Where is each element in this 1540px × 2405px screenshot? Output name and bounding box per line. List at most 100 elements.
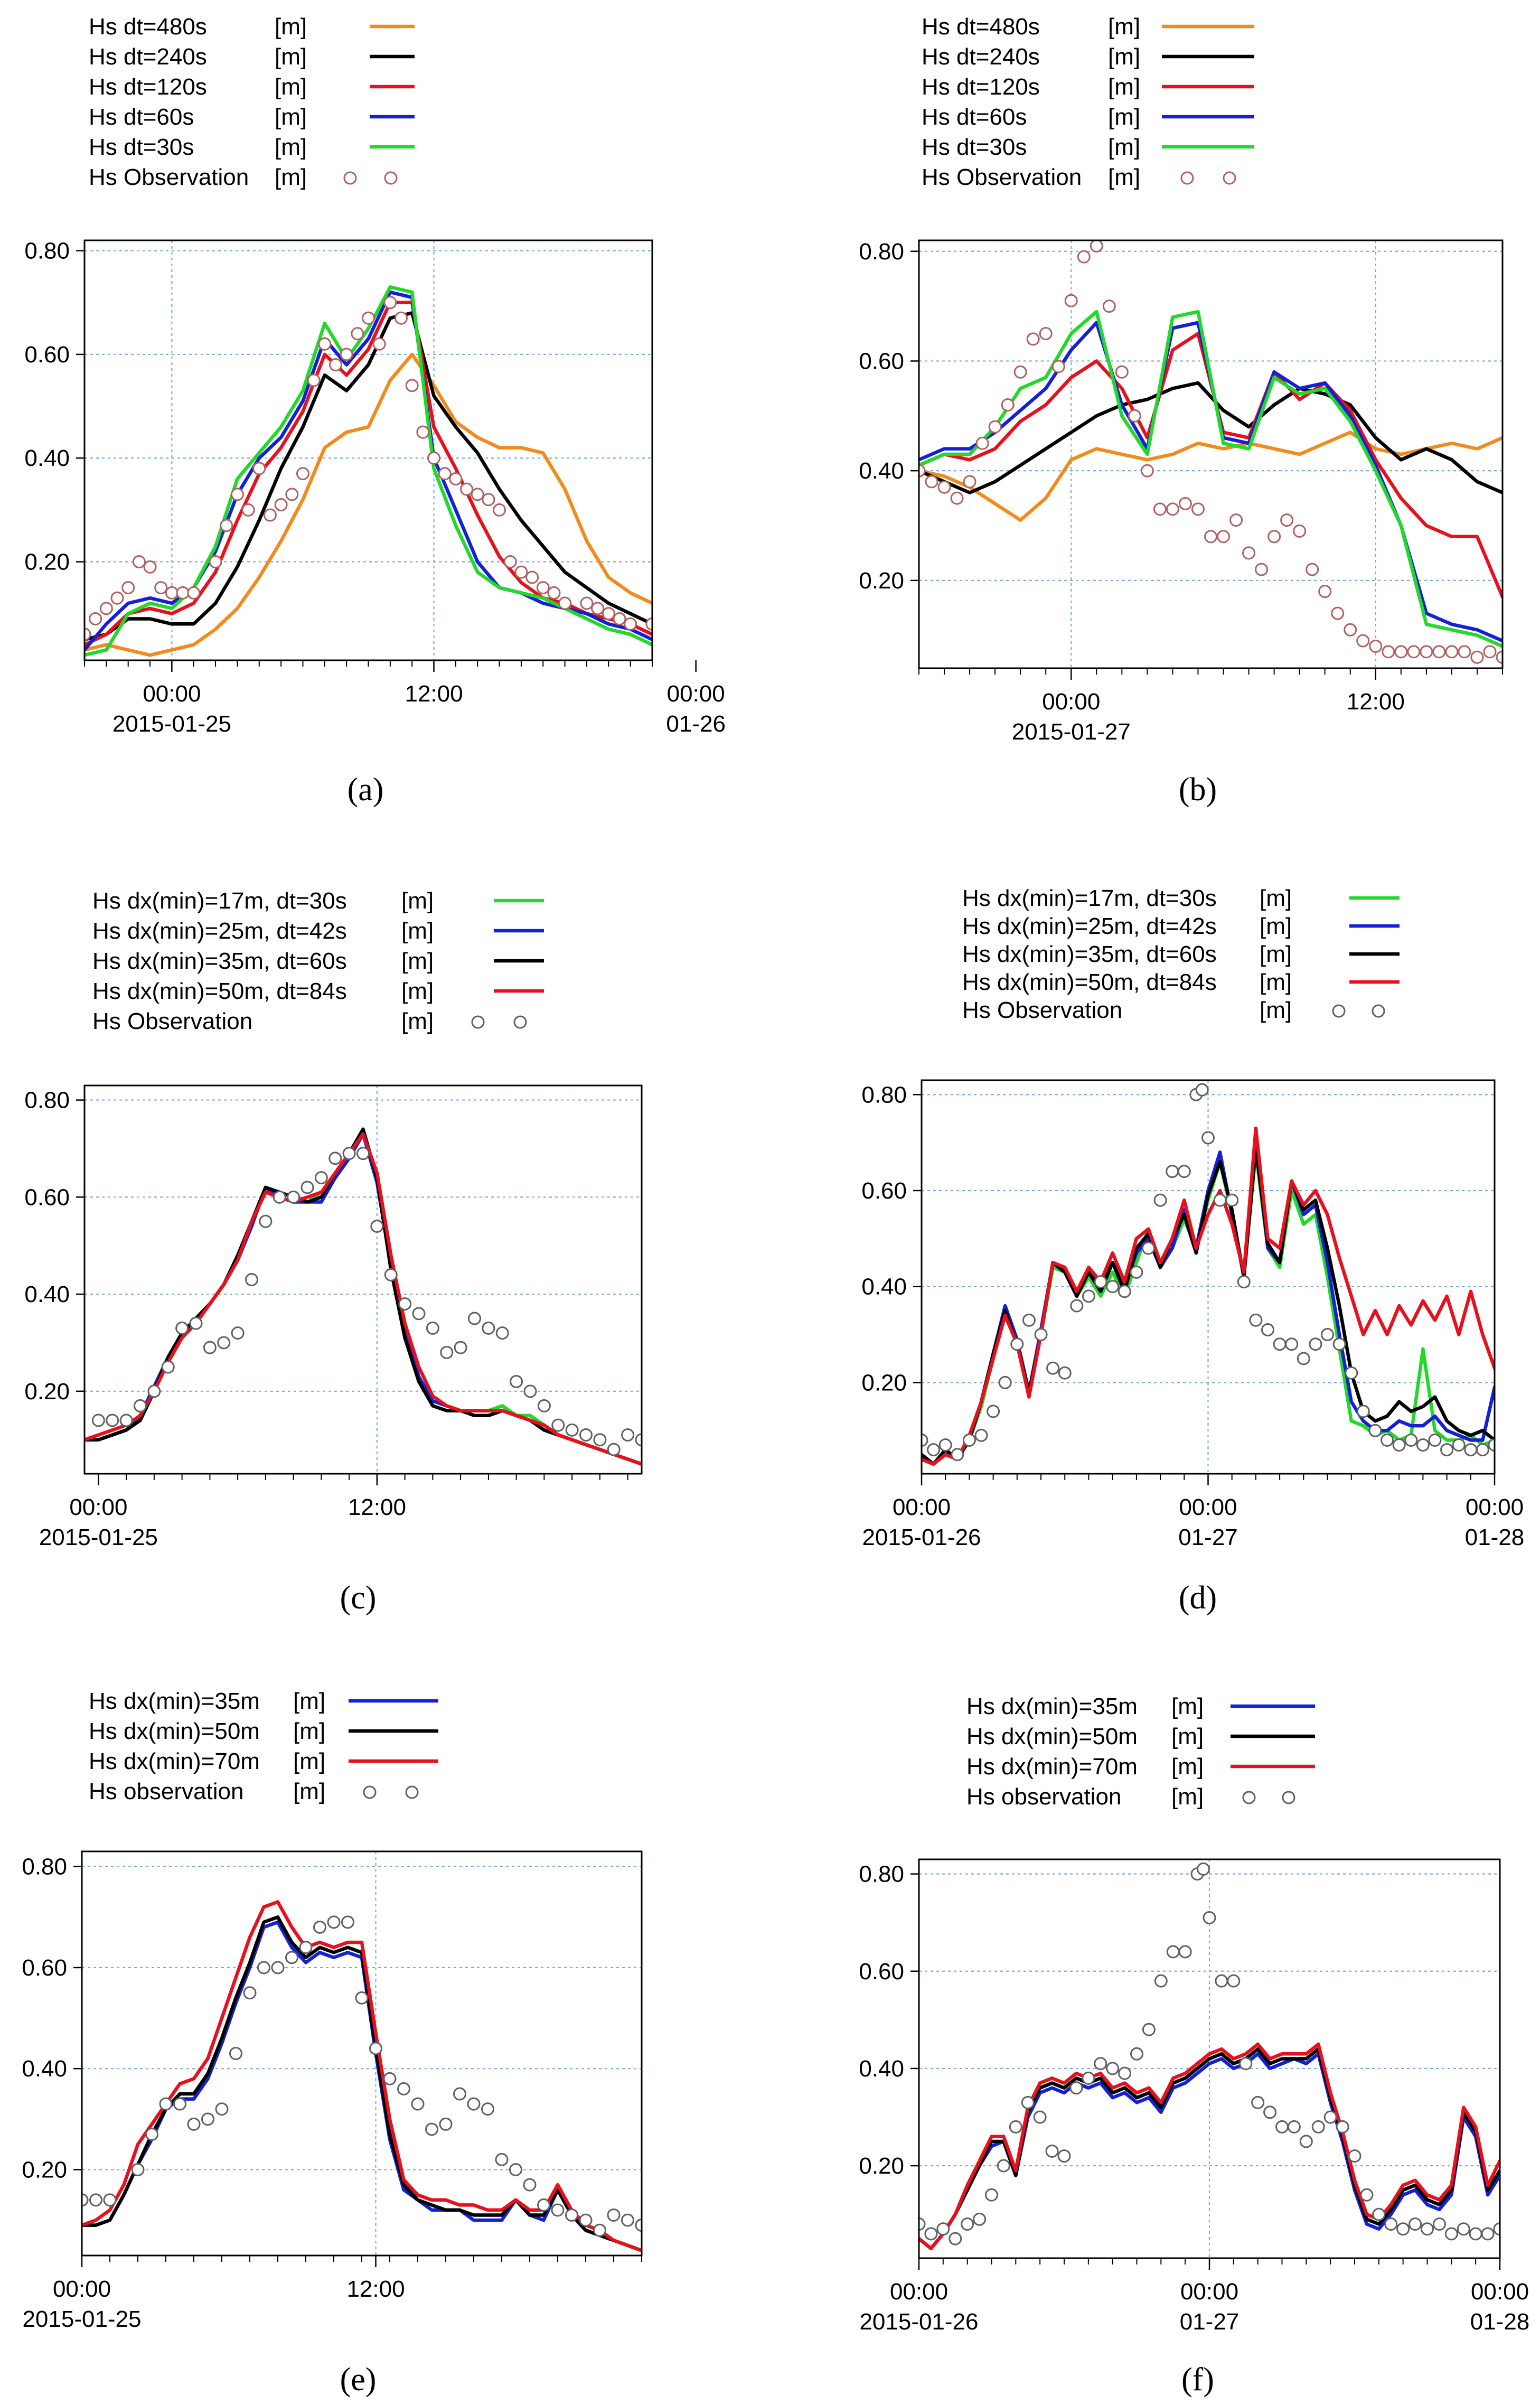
observation-marker: [1421, 2222, 1434, 2236]
observation-marker: [1082, 2071, 1095, 2085]
series-group: [919, 2042, 1500, 2250]
observation-marker: [384, 1268, 398, 1281]
observation-marker: [274, 498, 288, 512]
observation-marker: [1166, 502, 1179, 516]
y-tick-label: 0.80: [859, 1861, 904, 1887]
observation-marker: [1204, 530, 1217, 544]
legend-marker-swatch: [1223, 171, 1236, 185]
series-group: [84, 285, 652, 657]
x-tick-date-label: 2015-01-25: [112, 711, 231, 737]
observation-marker: [998, 1375, 1012, 1389]
observation-marker: [565, 1423, 579, 1437]
x-tick-label: 12:00: [405, 681, 463, 707]
legend-unit: [m]: [1260, 885, 1292, 911]
series-line: [84, 1132, 642, 1466]
x-tick-date-label: 2015-01-25: [39, 1524, 158, 1550]
series-line: [84, 311, 652, 641]
observation-marker: [1191, 502, 1205, 516]
observation-marker: [558, 596, 572, 610]
legend-unit: [m]: [1260, 997, 1292, 1023]
observation-marker: [1140, 464, 1154, 478]
observation-marker: [159, 2097, 173, 2111]
observation-marker: [1166, 1165, 1179, 1178]
legend-unit: [m]: [401, 1008, 434, 1034]
observation-group: [82, 1915, 642, 2237]
panel-caption: (c): [340, 1580, 377, 1616]
observation-marker: [1010, 1337, 1024, 1351]
observation-marker: [217, 1336, 231, 1350]
observation-marker: [231, 1326, 245, 1340]
x-tick-label: 12:00: [1347, 689, 1405, 715]
series-line: [84, 1132, 642, 1466]
observation-marker: [301, 1181, 314, 1194]
observation-marker: [1033, 2110, 1047, 2124]
observation-marker: [1469, 2227, 1482, 2241]
observation-marker: [593, 1433, 607, 1447]
observation-marker: [1118, 1285, 1131, 1298]
observation-marker: [547, 586, 561, 600]
observation-marker: [355, 1991, 369, 2005]
y-tick-label: 0.60: [24, 342, 70, 368]
observation-marker: [1452, 1438, 1466, 1452]
observation-marker: [1369, 639, 1383, 653]
legend: Hs dx(min)=17m, dt=30s [m] Hs dx(min)=25m,…: [962, 885, 1400, 1023]
observation-marker: [89, 612, 102, 625]
legend-unit: [m]: [275, 44, 307, 70]
observation-marker: [134, 1399, 147, 1412]
legend-unit: [m]: [1171, 1693, 1204, 1719]
observation-marker: [1153, 1193, 1167, 1207]
series-line: [84, 1127, 642, 1466]
chart-panel-b: 0.20 0.40 0.60 0.80 00:00 2015-01-27 12:00 Hs d…: [859, 14, 1504, 808]
observation-marker: [328, 358, 342, 372]
observation-marker: [245, 1273, 258, 1286]
observation-marker: [271, 1961, 285, 1974]
y-tick-label: 0.40: [24, 445, 70, 471]
observation-marker: [263, 508, 277, 522]
legend-label: Hs dx(min)=17m, dt=30s: [962, 885, 1217, 911]
observation-marker: [1106, 1280, 1120, 1294]
panel-caption: (a): [348, 772, 384, 808]
y-tick-label: 0.60: [859, 1959, 904, 1985]
observation-marker: [510, 1374, 523, 1388]
observation-marker: [495, 1326, 509, 1340]
legend-unit: [m]: [1108, 74, 1140, 100]
legend-marker-swatch: [384, 171, 398, 185]
observation-marker: [579, 1428, 593, 1442]
observation-marker: [1177, 1165, 1191, 1178]
observation-marker: [1115, 365, 1129, 379]
observation-marker: [395, 311, 408, 325]
observation-marker: [1069, 2081, 1083, 2095]
legend-unit: [m]: [275, 104, 307, 130]
y-tick-label: 0.20: [24, 549, 70, 575]
observation-marker: [119, 1414, 133, 1427]
observation-group: [84, 296, 652, 641]
observation-marker: [438, 467, 452, 481]
observation-marker: [1470, 650, 1484, 664]
observation-marker: [1178, 1945, 1192, 1959]
observation-marker: [1051, 360, 1065, 373]
observation-marker: [1458, 645, 1471, 659]
observation-marker: [537, 2198, 550, 2212]
observation-marker: [1153, 502, 1167, 516]
observation-marker: [1488, 1438, 1495, 1452]
observation-marker: [241, 503, 255, 517]
observation-marker: [313, 1920, 326, 1934]
legend-label: Hs dx(min)=50m, dt=84s: [962, 969, 1217, 995]
observation-marker: [1323, 2110, 1337, 2124]
observation-marker: [243, 1986, 257, 2000]
plot-frame: [83, 1084, 643, 1475]
observation-marker: [1299, 2135, 1313, 2148]
observation-marker: [411, 2097, 425, 2111]
series-line: [919, 431, 1503, 522]
observation-marker: [1483, 645, 1497, 659]
x-tick-date-label: 01-28: [1470, 2309, 1530, 2335]
observation-marker: [1058, 1366, 1072, 1380]
observation-marker: [132, 555, 146, 569]
x-tick-label: 00:00: [69, 1494, 127, 1520]
observation-marker: [471, 488, 484, 501]
y-tick-label: 0.60: [24, 1184, 70, 1210]
legend-unit: [m]: [401, 948, 434, 974]
y-tick-label: 0.20: [24, 1379, 70, 1405]
observation-marker: [937, 480, 951, 494]
observation-marker: [285, 1951, 298, 1964]
